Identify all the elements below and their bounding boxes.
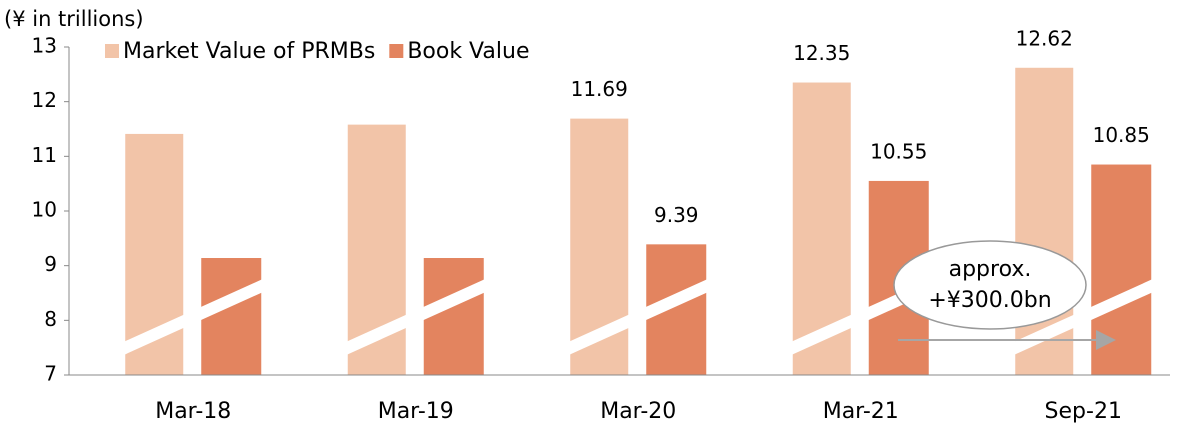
data-label: 9.39 bbox=[654, 203, 699, 227]
axis-break bbox=[117, 278, 269, 356]
data-label: 12.62 bbox=[1016, 26, 1073, 50]
bar bbox=[201, 258, 262, 375]
legend-label: Book Value bbox=[407, 39, 529, 64]
x-tick-label: Mar-20 bbox=[600, 399, 676, 424]
annotation-text: approx. bbox=[949, 257, 1032, 282]
x-tick-label: Mar-19 bbox=[378, 399, 454, 424]
annotation-bubble bbox=[893, 240, 1087, 330]
annotation-text: +¥300.0bn bbox=[928, 288, 1051, 313]
axis-break bbox=[562, 278, 714, 356]
bar bbox=[423, 258, 484, 375]
axis-break bbox=[340, 278, 492, 356]
bar bbox=[1091, 164, 1152, 375]
data-label: 10.85 bbox=[1093, 123, 1150, 147]
y-tick-label: 9 bbox=[44, 252, 57, 276]
legend-swatch bbox=[389, 44, 404, 58]
y-tick-label: 10 bbox=[32, 198, 57, 222]
legend-label: Market Value of PRMBs bbox=[123, 39, 375, 64]
y-axis-label: (¥ in trillions) bbox=[4, 7, 144, 31]
x-tick-label: Mar-21 bbox=[823, 399, 899, 424]
data-label: 11.69 bbox=[571, 77, 628, 101]
y-tick-label: 11 bbox=[32, 143, 57, 167]
y-tick-label: 12 bbox=[32, 88, 57, 112]
data-label: 12.35 bbox=[793, 41, 850, 65]
x-tick-label: Mar-18 bbox=[155, 399, 231, 424]
legend-swatch bbox=[105, 44, 119, 58]
y-tick-label: 7 bbox=[44, 362, 57, 386]
y-tick-label: 13 bbox=[32, 34, 57, 58]
data-label: 10.55 bbox=[870, 139, 927, 163]
y-tick-label: 8 bbox=[44, 307, 57, 331]
x-tick-label: Sep-21 bbox=[1045, 399, 1122, 424]
